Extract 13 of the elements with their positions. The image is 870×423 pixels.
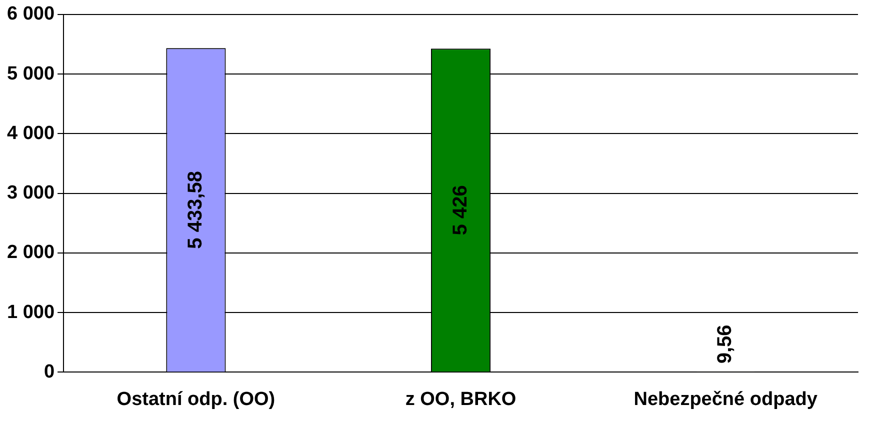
y-tick-label: 5 000 <box>7 63 55 84</box>
x-tick-label: z OO, BRKO <box>405 388 516 410</box>
x-tick-label: Nebezpečné odpady <box>634 388 818 410</box>
y-tick-label: 4 000 <box>7 122 55 144</box>
y-tick-label: 1 000 <box>7 302 55 323</box>
y-tick-label: 2 000 <box>7 242 55 264</box>
x-tick-label: Ostatní odp. (OO) <box>116 388 276 410</box>
data-label: 5 433,58 <box>184 171 206 249</box>
y-tick-label: 6 000 <box>7 4 55 25</box>
y-tick-label: 0 <box>44 361 55 382</box>
data-label: 9,56 <box>714 324 736 364</box>
data-label: 5 426 <box>449 185 472 236</box>
y-tick-label: 3 000 <box>7 182 55 204</box>
